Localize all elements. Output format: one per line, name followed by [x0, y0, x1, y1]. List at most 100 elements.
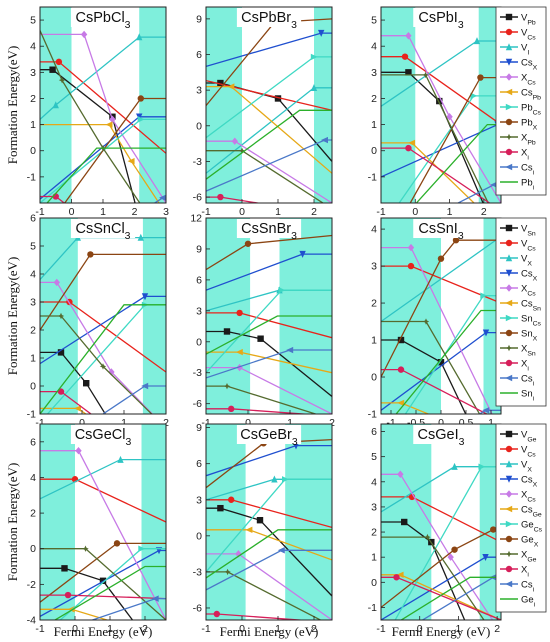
- legend-marker: [505, 269, 513, 277]
- y-axis-label: Formation Energy(eV): [5, 46, 20, 165]
- y-tick-label: 0: [196, 120, 202, 132]
- x-tick-label: -1: [376, 623, 385, 635]
- y-tick-label: -2: [27, 579, 36, 591]
- data-point: [396, 571, 404, 578]
- legend-marker: [505, 299, 513, 307]
- legend-label: SnX: [521, 329, 538, 343]
- legend-marker: [505, 58, 513, 66]
- x-tick-label: 1: [455, 623, 461, 635]
- data-point: [52, 101, 59, 109]
- data-point: [105, 121, 113, 128]
- y-tick-label: 4: [371, 476, 377, 488]
- legend-label: VGe: [521, 430, 537, 444]
- data-point: [482, 553, 489, 561]
- data-point: [256, 516, 264, 524]
- panel-title: CsGeBr3: [240, 427, 298, 448]
- data-point: [64, 591, 72, 599]
- data-point: [74, 405, 81, 412]
- data-point: [405, 32, 412, 40]
- y-tick-label: 6: [196, 274, 202, 286]
- legend-marker: [505, 88, 513, 96]
- data-point: [58, 76, 66, 84]
- series-line: [53, 565, 166, 620]
- legend-marker: [505, 344, 513, 352]
- data-point: [108, 368, 115, 376]
- title-background: [236, 425, 302, 444]
- data-point: [405, 144, 412, 152]
- series-line: [206, 109, 332, 180]
- panel-csgei3: -1 0 1 2 -1 0 1 2 3 4 5 6 CsGeI3: [368, 423, 502, 635]
- legend-marker: [505, 43, 513, 51]
- y-tick-label: 0: [196, 530, 202, 542]
- y-tick-label: 3: [371, 67, 377, 79]
- legend-label: CsPb: [521, 88, 541, 102]
- x-tick-label: 1: [275, 206, 281, 218]
- series-line: [40, 30, 141, 203]
- data-point: [75, 447, 82, 455]
- legend-marker: [505, 254, 513, 262]
- legend-marker: [505, 475, 513, 483]
- y-tick-label: 3: [371, 501, 377, 513]
- legend-label: XGe: [521, 550, 537, 564]
- legend-label: XCs: [521, 284, 536, 298]
- y-tick-label: 5: [371, 451, 377, 463]
- legend-label: VCs: [521, 239, 536, 253]
- y-tick-label: 1: [371, 119, 377, 131]
- series-line: [206, 507, 332, 597]
- x-tick-label: 0: [239, 623, 245, 635]
- shaded-region: [314, 7, 332, 203]
- y-tick-label: -1: [368, 602, 377, 614]
- series-line: [206, 529, 332, 579]
- series-line: [381, 35, 501, 203]
- data-point: [271, 475, 278, 483]
- data-point: [83, 380, 90, 387]
- data-point: [407, 262, 415, 270]
- y-tick-label: 3: [196, 305, 202, 317]
- x-tick-label: -1: [376, 206, 385, 218]
- series-line: [40, 123, 160, 203]
- legend-marker: [505, 73, 513, 81]
- data-point: [217, 193, 224, 201]
- data-point: [310, 53, 318, 61]
- x-tick-label: 0: [72, 623, 78, 635]
- y-tick-label: 3: [371, 261, 377, 273]
- legend-label: CsX: [521, 58, 538, 72]
- legend-marker: [505, 359, 513, 367]
- data-point: [397, 366, 405, 373]
- y-tick-label: 1: [30, 353, 36, 365]
- data-point: [213, 610, 220, 618]
- data-point: [452, 236, 460, 244]
- legend-marker: [505, 28, 513, 36]
- title-background: [413, 8, 469, 27]
- data-point: [436, 97, 443, 105]
- data-point: [117, 455, 124, 463]
- legend-marker: [505, 314, 513, 322]
- legend-marker: [505, 163, 513, 171]
- y-tick-label: 2: [371, 93, 377, 105]
- y-tick-label: -3: [193, 566, 202, 578]
- data-point: [137, 95, 144, 102]
- y-tick-label: 0: [30, 543, 36, 555]
- legend-marker: [505, 374, 513, 382]
- panel-cspbbr3: -1 0 1 2 -6 -3 0 3 6 9 CsPbBr3: [193, 6, 333, 218]
- y-tick-label: -1: [368, 409, 377, 421]
- panel-cspbcl3: -1 0 1 2 3 -1 0 1 2 3 4 5 CsPbCl3: [27, 6, 169, 218]
- panel-csgecl3: -1 0 1 2 -4 -2 0 2 4 6 CsGeCl3: [27, 423, 167, 635]
- data-point: [321, 136, 328, 144]
- x-axis-label: Fermi Energy (eV): [220, 624, 319, 639]
- x-tick-label: 2: [494, 623, 500, 635]
- data-point: [451, 462, 458, 470]
- legend-label: Pbi: [521, 178, 535, 192]
- legend-marker: [505, 133, 513, 141]
- y-tick-label: 9: [196, 422, 202, 434]
- legend-label: CsX: [521, 269, 538, 283]
- legend-label: Xi: [521, 565, 529, 579]
- y-tick-label: 5: [30, 15, 36, 27]
- x-tick-label: 2: [142, 623, 148, 635]
- legend-marker: [505, 284, 513, 292]
- data-point: [82, 545, 89, 552]
- legend-marker: [505, 329, 513, 337]
- data-point: [401, 518, 408, 526]
